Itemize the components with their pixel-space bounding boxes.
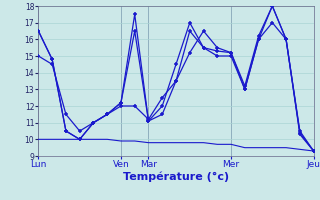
X-axis label: Température (°c): Température (°c)	[123, 172, 229, 182]
